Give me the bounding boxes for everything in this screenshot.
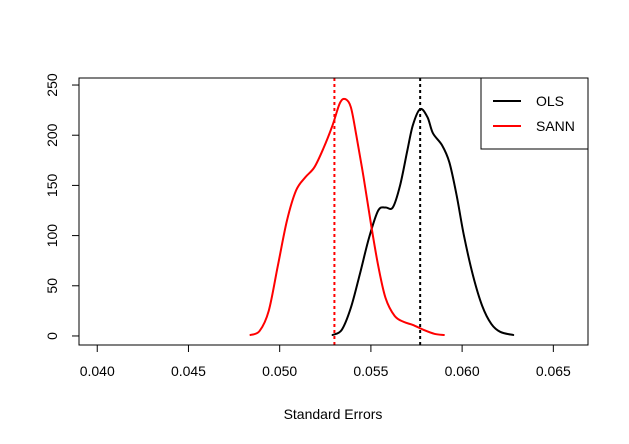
y-tick-label: 250 [44, 73, 60, 97]
x-tick-label: 0.055 [353, 363, 388, 379]
legend-label-sann: SANN [536, 118, 575, 134]
y-tick-label: 0 [44, 332, 60, 340]
y-tick-label: 50 [44, 278, 60, 294]
y-tick-label: 200 [44, 123, 60, 147]
x-axis-label: Standard Errors [284, 406, 383, 422]
x-tick-label: 0.065 [536, 363, 571, 379]
plot-area [249, 78, 515, 345]
y-tick-label: 100 [44, 224, 60, 248]
legend: OLS SANN [480, 77, 589, 150]
y-tick-label: 150 [44, 174, 60, 198]
series-line-sann [249, 97, 445, 336]
x-tick-label: 0.050 [262, 363, 297, 379]
legend-box [480, 77, 589, 150]
x-tick-label: 0.045 [171, 363, 206, 379]
x-tick-label: 0.060 [445, 363, 480, 379]
x-tick-label: 0.040 [80, 363, 115, 379]
legend-label-ols: OLS [536, 93, 564, 109]
axes: 0.040 0.045 0.050 0.055 0.060 0.065 0 50 100 150 2… [44, 73, 589, 379]
